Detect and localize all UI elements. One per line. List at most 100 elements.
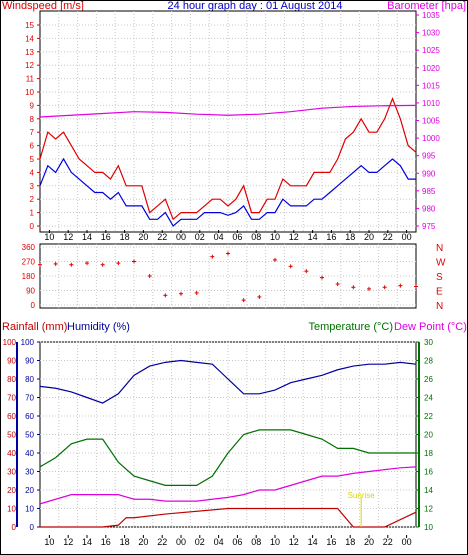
windspeed-tick-label: 12	[25, 61, 34, 70]
direction-compass-label: N	[436, 301, 443, 312]
humidity-tick-label: 30	[25, 468, 34, 477]
barometer-tick-label: 1010	[422, 99, 440, 108]
windspeed-tick-label: 0	[30, 222, 35, 231]
humidity-tick-label: 90	[25, 357, 34, 366]
x-tick-label: 22	[383, 537, 393, 547]
temperature-tick-label: 30	[424, 338, 433, 347]
humidity-tick-label: 20	[25, 486, 34, 495]
series-average	[39, 157, 416, 227]
barometer-axis-title: Barometer [hpa]	[387, 0, 466, 12]
humidity-axis-title: Humidity (%)	[67, 321, 130, 333]
windspeed-tick-label: 3	[30, 182, 35, 191]
x-tick-label: 04	[214, 537, 224, 547]
rainfall-tick-label: 50	[7, 431, 16, 440]
rainfall-tick-label: 60	[7, 412, 16, 421]
x-tick-label: 12	[289, 537, 299, 547]
rainfall-tick-label: 80	[7, 375, 16, 384]
windspeed-tick-label: 15	[25, 21, 34, 30]
x-tick-label: 00	[176, 537, 186, 547]
barometer-tick-label: 995	[422, 152, 436, 161]
series-dew_point	[39, 466, 417, 505]
x-tick-label: 00	[176, 232, 186, 242]
x-tick-label: 16	[101, 232, 111, 242]
barometer-tick-label: 1025	[422, 46, 440, 55]
rain-panel-grid	[40, 341, 416, 528]
x-tick-label: 22	[157, 537, 167, 547]
x-tick-label: 22	[157, 232, 167, 242]
temperature-tick-label: 10	[424, 523, 433, 532]
x-tick-label: 18	[120, 232, 130, 242]
rainfall-tick-label: 0	[12, 523, 17, 532]
series-barometer	[39, 104, 417, 118]
humidity-tick-label: 50	[25, 431, 34, 440]
x-tick-label: 14	[308, 537, 318, 547]
x-tick-label: 22	[383, 232, 393, 242]
windspeed-tick-label: 8	[30, 115, 35, 124]
windspeed-tick-label: 4	[30, 168, 35, 177]
barometer-tick-label: 1015	[422, 81, 440, 90]
direction-tick-label: 270	[22, 258, 36, 267]
sunrise-label: Sunrise	[348, 491, 376, 500]
x-tick-label: 14	[308, 232, 318, 242]
humidity-tick-label: 70	[25, 394, 34, 403]
x-tick-label: 20	[138, 537, 148, 547]
wind-series	[39, 97, 417, 227]
x-tick-label: 16	[326, 537, 336, 547]
windspeed-tick-label: 9	[30, 101, 35, 110]
wind-panel-grid	[40, 11, 416, 232]
temperature-tick-label: 14	[424, 486, 433, 495]
windspeed-tick-label: 1	[30, 209, 35, 218]
windspeed-tick-label: 6	[30, 142, 35, 151]
rainfall-axis-title: Rainfall (mm)	[2, 321, 67, 333]
temperature-axis-title: Temperature (°C)	[309, 321, 393, 333]
series-humidity	[39, 359, 417, 404]
direction-compass-label: E	[436, 287, 443, 298]
barometer-tick-label: 1035	[422, 11, 440, 20]
x-tick-label: 02	[195, 537, 205, 547]
temperature-tick-label: 28	[424, 357, 433, 366]
barometer-tick-label: 1005	[422, 117, 440, 126]
barometer-axis: 975 980 985 990 995 1000 1005 1010 1015 1020 1025 1…	[416, 11, 440, 231]
barometer-tick-label: 985	[422, 187, 436, 196]
temperature-tick-label: 20	[424, 431, 433, 440]
temperature-tick-label: 16	[424, 468, 433, 477]
humidity-tick-label: 80	[25, 375, 34, 384]
barometer-tick-label: 1020	[422, 64, 440, 73]
barometer-tick-label: 980	[422, 204, 436, 213]
x-tick-label: 18	[345, 232, 355, 242]
temperature-tick-label: 26	[424, 375, 433, 384]
series-temperature	[39, 429, 416, 486]
direction-compass-label: S	[436, 272, 443, 283]
rainfall-tick-label: 30	[7, 468, 16, 477]
rainfall-tick-label: 40	[7, 449, 16, 458]
x-tick-label: 18	[345, 537, 355, 547]
direction-tick-label: 360	[22, 243, 36, 252]
humidity-tick-label: 0	[30, 523, 35, 532]
x-tick-label: 12	[63, 537, 73, 547]
x-tick-label: 18	[120, 537, 130, 547]
x-tick-label: 06	[232, 232, 242, 242]
barometer-tick-label: 1030	[422, 29, 440, 38]
x-tick-label: 00	[402, 537, 412, 547]
x-tick-label: 10	[44, 232, 54, 242]
humidity-tick-label: 10	[25, 505, 34, 514]
x-tick-label: 04	[214, 232, 224, 242]
direction-compass-label: N	[436, 243, 443, 254]
x-tick-label: 12	[63, 232, 73, 242]
rainfall-tick-label: 10	[7, 505, 16, 514]
wind-x-axis: 10 12 14 16 18 20 22 00 02 04 06 08 10 12 14 16 18 20 22 00	[44, 230, 412, 242]
temperature-axis: 10 12 14 16 18 20 22 24 26 28 30	[416, 338, 433, 532]
x-tick-label: 14	[82, 537, 92, 547]
temperature-tick-label: 18	[424, 449, 433, 458]
series-rainfall	[40, 507, 417, 528]
windspeed-tick-label: 10	[25, 88, 34, 97]
x-tick-label: 12	[289, 232, 299, 242]
humidity-axis: 0 10 20 30 40 50 60 70 80 90 100	[16, 338, 40, 532]
windspeed-tick-label: 7	[30, 128, 35, 137]
x-tick-label: 06	[232, 537, 242, 547]
x-tick-label: 20	[364, 232, 374, 242]
windspeed-axis-title: Windspeed [m/s]	[2, 0, 84, 12]
